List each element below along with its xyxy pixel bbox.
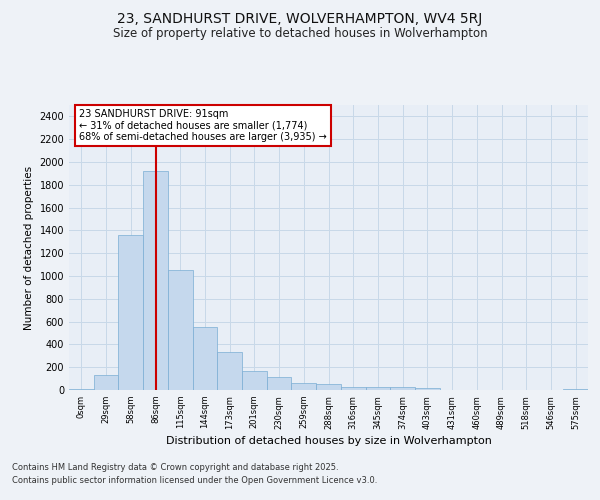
- Text: 23, SANDHURST DRIVE, WOLVERHAMPTON, WV4 5RJ: 23, SANDHURST DRIVE, WOLVERHAMPTON, WV4 …: [118, 12, 482, 26]
- Bar: [563, 389, 588, 390]
- Text: Size of property relative to detached houses in Wolverhampton: Size of property relative to detached ho…: [113, 28, 487, 40]
- Text: Contains public sector information licensed under the Open Government Licence v3: Contains public sector information licen…: [12, 476, 377, 485]
- Bar: [193, 326, 217, 390]
- Bar: [341, 386, 365, 390]
- Bar: [292, 384, 316, 390]
- Bar: [365, 387, 390, 390]
- Bar: [267, 378, 292, 390]
- Bar: [217, 352, 242, 390]
- Text: Contains HM Land Registry data © Crown copyright and database right 2025.: Contains HM Land Registry data © Crown c…: [12, 464, 338, 472]
- X-axis label: Distribution of detached houses by size in Wolverhampton: Distribution of detached houses by size …: [166, 436, 491, 446]
- Bar: [390, 388, 415, 390]
- Bar: [94, 375, 118, 390]
- Y-axis label: Number of detached properties: Number of detached properties: [24, 166, 34, 330]
- Text: 23 SANDHURST DRIVE: 91sqm
← 31% of detached houses are smaller (1,774)
68% of se: 23 SANDHURST DRIVE: 91sqm ← 31% of detac…: [79, 110, 327, 142]
- Bar: [415, 388, 440, 390]
- Bar: [242, 370, 267, 390]
- Bar: [143, 171, 168, 390]
- Bar: [316, 384, 341, 390]
- Bar: [118, 235, 143, 390]
- Bar: [168, 270, 193, 390]
- Bar: [69, 389, 94, 390]
